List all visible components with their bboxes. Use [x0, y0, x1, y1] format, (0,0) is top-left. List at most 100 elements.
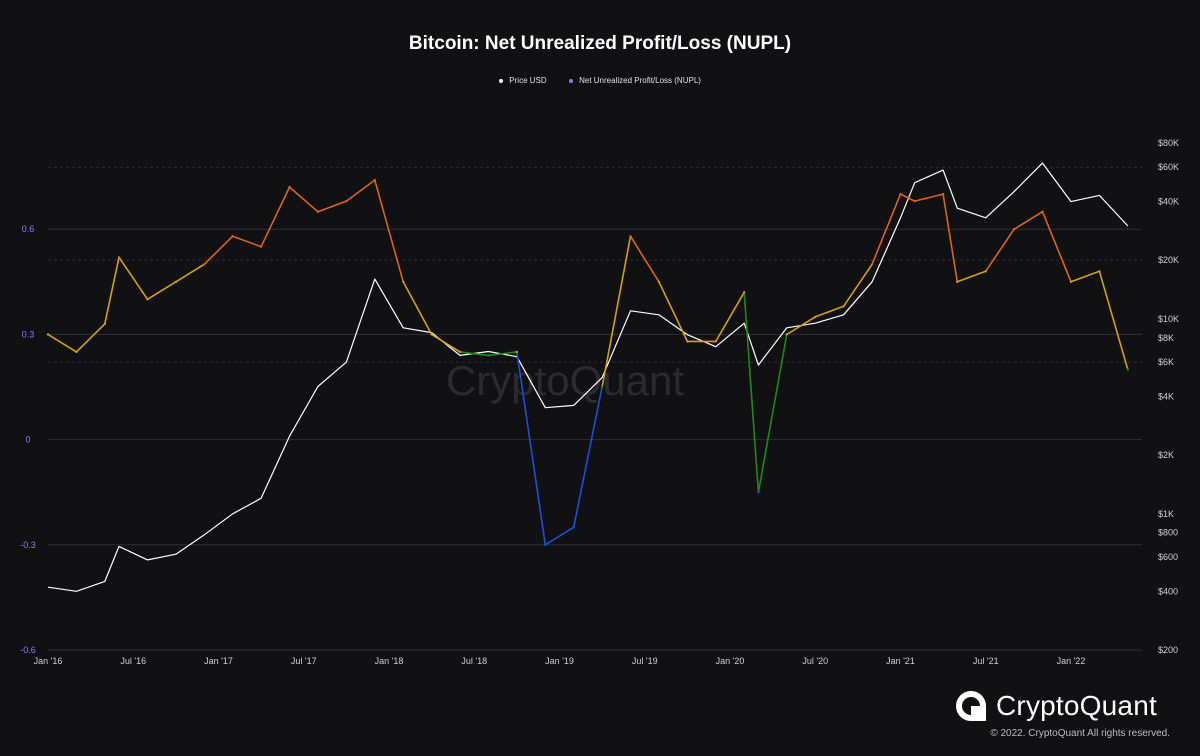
watermark-text: CryptoQuant — [446, 357, 684, 404]
nupl-point-20 — [600, 385, 604, 389]
right-tick-label-12: $400 — [1158, 586, 1178, 596]
nupl-point-4 — [146, 298, 149, 301]
nupl-segment-17 — [516, 351, 547, 546]
nupl-point-36 — [1012, 228, 1016, 231]
left-tick-label-4: -0.6 — [20, 645, 36, 655]
nupl-segment-13 — [402, 280, 433, 336]
legend-item-price[interactable]: Price USD — [499, 76, 547, 85]
left-tick-label-3: -0.3 — [20, 540, 36, 550]
legend-item-nupl[interactable]: Net Unrealized Profit/Loss (NUPL) — [568, 76, 701, 85]
nupl-segment-15 — [459, 351, 490, 357]
nupl-segment-5 — [175, 263, 206, 283]
x-tick-label-3: Jul '17 — [291, 656, 317, 666]
legend-label-nupl: Net Unrealized Profit/Loss (NUPL) — [579, 76, 701, 85]
x-tick-label-9: Jul '20 — [802, 656, 828, 666]
x-tick-label-10: Jan '21 — [886, 656, 915, 666]
right-tick-label-4: $10K — [1158, 314, 1179, 324]
nupl-point-12 — [373, 178, 376, 182]
left-tick-label-1: 0.3 — [22, 329, 35, 339]
nupl-segment-21 — [629, 235, 660, 283]
nupl-segment-32 — [913, 193, 944, 202]
brand-name: CryptoQuant — [996, 690, 1157, 721]
chart-legend: Price USD Net Unrealized Profit/Loss (NU… — [0, 76, 1200, 85]
nupl-point-2 — [103, 322, 107, 326]
nupl-segment-11 — [345, 179, 376, 202]
nupl-segment-39 — [1098, 270, 1129, 371]
right-tick-label-10: $800 — [1158, 528, 1178, 538]
chart-title: Bitcoin: Net Unrealized Profit/Loss (NUP… — [408, 33, 792, 54]
right-tick-label-7: $4K — [1158, 391, 1174, 401]
nupl-point-0 — [46, 333, 50, 336]
nupl-segment-18 — [544, 526, 575, 546]
nupl-segment-0 — [47, 333, 78, 353]
nupl-point-27 — [785, 333, 788, 336]
nupl-point-31 — [899, 192, 902, 196]
nupl-segment-3 — [118, 256, 149, 301]
nupl-segment-10 — [317, 200, 348, 213]
nupl-point-9 — [288, 185, 291, 189]
nupl-point-38 — [1069, 280, 1073, 283]
nupl-segment-37 — [1041, 210, 1072, 283]
nupl-segment-12 — [373, 179, 405, 283]
nupl-point-33 — [941, 192, 945, 196]
nupl-point-11 — [345, 199, 348, 203]
copyright-text: © 2022. CryptoQuant All rights reserved. — [990, 728, 1170, 739]
x-tick-label-11: Jul '21 — [973, 656, 999, 666]
nupl-segment-27 — [785, 316, 817, 336]
right-tick-label-2: $40K — [1158, 197, 1179, 207]
nupl-point-3 — [117, 256, 121, 259]
left-tick-label-2: 0 — [25, 435, 30, 445]
nupl-segment-8 — [260, 186, 291, 248]
nupl-point-15 — [458, 350, 462, 354]
right-tick-label-6: $6K — [1158, 357, 1174, 367]
nupl-point-19 — [572, 526, 575, 529]
nupl-segment-25 — [743, 291, 760, 494]
nupl-point-17 — [515, 350, 519, 354]
nupl-segment-34 — [956, 270, 987, 283]
nupl-point-25 — [743, 291, 746, 294]
nupl-segment-22 — [658, 280, 689, 343]
nupl-segment-35 — [984, 228, 1015, 273]
nupl-point-23 — [686, 340, 689, 343]
nupl-segment-1 — [75, 323, 106, 353]
nupl-segment-6 — [203, 235, 234, 266]
nupl-point-39 — [1098, 270, 1101, 273]
right-tick-label-9: $1K — [1158, 509, 1174, 519]
nupl-segment-7 — [231, 235, 262, 248]
nupl-point-26 — [757, 491, 760, 494]
nupl-segment-28 — [814, 305, 845, 318]
nupl-point-32 — [913, 199, 916, 203]
right-tick-label-0: $80K — [1158, 138, 1179, 148]
nupl-segment-38 — [1070, 270, 1101, 283]
nupl-point-22 — [657, 280, 661, 283]
nupl-segment-30 — [871, 193, 902, 266]
nupl-segment-4 — [146, 280, 177, 301]
nupl-segment-31 — [899, 193, 916, 202]
x-tick-label-0: Jan '16 — [34, 656, 63, 666]
x-tick-label-1: Jul '16 — [120, 656, 146, 666]
right-tick-label-8: $2K — [1158, 450, 1174, 460]
nupl-point-24 — [714, 340, 717, 343]
nupl-segment-24 — [714, 291, 746, 343]
nupl-point-8 — [259, 245, 263, 248]
nupl-point-35 — [984, 270, 987, 273]
nupl-segment-33 — [942, 193, 959, 283]
nupl-point-18 — [544, 543, 547, 546]
legend-dot-nupl — [568, 78, 573, 83]
nupl-point-14 — [430, 333, 433, 336]
x-tick-label-4: Jan '18 — [375, 656, 404, 666]
cryptoquant-logo-icon — [956, 691, 986, 721]
nupl-point-5 — [174, 280, 178, 283]
brand-logo: CryptoQuant — [956, 690, 1157, 722]
nupl-segment-2 — [104, 256, 120, 325]
nupl-segment-29 — [842, 263, 873, 308]
nupl-segment-16 — [487, 351, 518, 357]
x-tick-label-7: Jul '19 — [632, 656, 658, 666]
price-usd-line — [47, 162, 1129, 592]
nupl-point-30 — [870, 263, 874, 266]
left-tick-label-0: 0.6 — [22, 224, 35, 234]
right-tick-label-11: $600 — [1158, 552, 1178, 562]
nupl-segment-26 — [757, 333, 788, 494]
nupl-point-28 — [814, 315, 817, 319]
